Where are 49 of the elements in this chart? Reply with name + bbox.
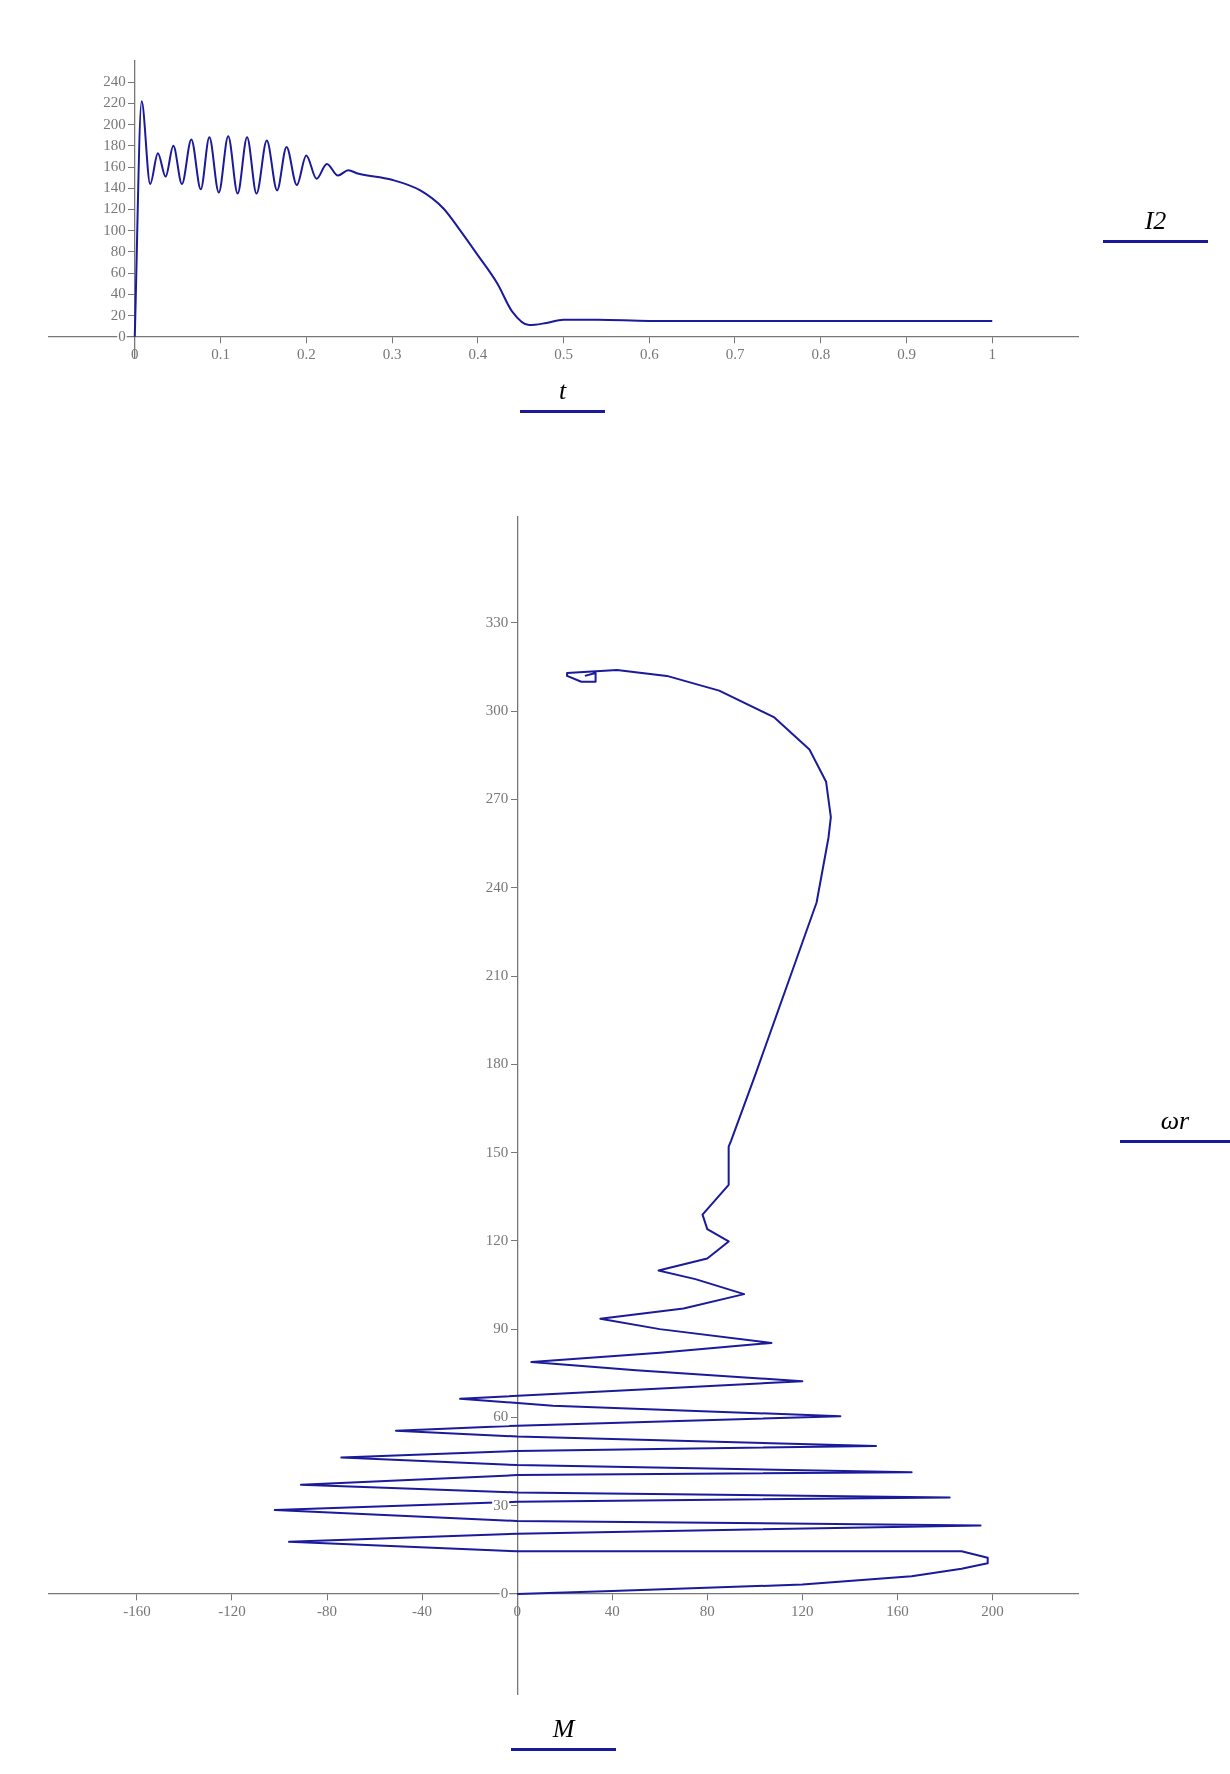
y-tick-label: 330 <box>485 613 509 630</box>
x-tick-label: 0.5 <box>554 345 573 362</box>
x-tick-label: 0.6 <box>639 345 660 362</box>
y-tick-label: 30 <box>493 1496 509 1513</box>
x-tick-label: 1 <box>988 345 996 362</box>
x-tick-label: 0.9 <box>897 345 916 362</box>
x-tick-label: 0.8 <box>811 345 831 362</box>
y-tick-label: 60 <box>110 264 126 281</box>
x-tick-label: -160 <box>123 1602 151 1619</box>
line-series <box>133 100 994 338</box>
y-tick-label: 90 <box>493 1320 509 1337</box>
y-tick-label: 220 <box>103 94 126 111</box>
y-tick-label: 180 <box>103 136 126 153</box>
y-tick-label: 210 <box>485 966 509 983</box>
x-tick-label: 200 <box>981 1602 1004 1619</box>
y-tick-label: 140 <box>103 179 126 196</box>
y-tick-label: 120 <box>103 200 126 217</box>
y-tick-label: 270 <box>485 790 509 807</box>
y-axis-title: I2 <box>1103 206 1208 243</box>
x-axis-title: t <box>520 376 605 413</box>
y-tick-label: 120 <box>485 1231 509 1248</box>
y-tick-label: 0 <box>118 327 126 344</box>
y-axis-title: ωr <box>1120 1106 1230 1143</box>
x-tick-label: 40 <box>604 1602 620 1619</box>
y-tick-label: 60 <box>493 1408 509 1425</box>
y-tick-label: 200 <box>103 115 126 132</box>
x-tick-label: -120 <box>218 1602 246 1619</box>
y-tick-label: 300 <box>485 702 509 719</box>
x-tick-label: 0.7 <box>725 345 745 362</box>
y-tick-label: 40 <box>110 285 126 302</box>
x-tick-label: 80 <box>699 1602 715 1619</box>
x-axis-title: M <box>511 1714 616 1751</box>
y-tick-label: 150 <box>485 1143 509 1160</box>
x-tick-label: 0.1 <box>211 345 230 362</box>
y-tick-label: 80 <box>110 242 126 259</box>
y-tick-label: 160 <box>103 158 126 175</box>
x-tick-label: 0.4 <box>468 345 488 362</box>
x-tick-label: 120 <box>791 1602 814 1619</box>
y-tick-label: 0 <box>500 1584 509 1601</box>
x-tick-label: 0.3 <box>382 345 402 362</box>
y-tick-label: 240 <box>485 878 509 895</box>
x-tick-label: -80 <box>317 1602 338 1619</box>
x-tick-label: 160 <box>886 1602 909 1619</box>
y-tick-label: 20 <box>110 306 126 323</box>
y-tick-label: 240 <box>103 73 126 90</box>
x-tick-label: 0.2 <box>296 345 316 362</box>
y-tick-label: 180 <box>485 1055 509 1072</box>
x-tick-label: -40 <box>412 1602 433 1619</box>
y-tick-label: 100 <box>103 221 126 238</box>
